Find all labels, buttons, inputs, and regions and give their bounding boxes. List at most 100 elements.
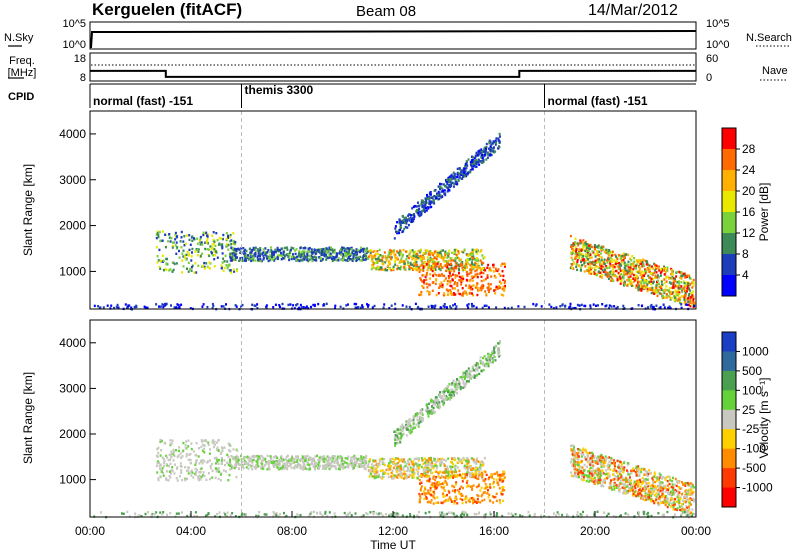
scatter-cell [471, 266, 473, 268]
scatter-cell [264, 464, 266, 466]
scatter-cell [331, 258, 333, 260]
scatter-cell [270, 455, 272, 457]
scatter-cell [423, 498, 425, 500]
scatter-cell [476, 152, 478, 154]
scatter-cell [242, 465, 244, 467]
scatter-cell [156, 246, 158, 248]
scatter-cell [316, 455, 318, 457]
scatter-cell [304, 460, 306, 462]
scatter-cell [159, 475, 161, 477]
scatter-cell [450, 267, 452, 269]
scatter-cell [535, 305, 537, 307]
scatter-cell [669, 287, 671, 289]
scatter-cell [470, 264, 472, 266]
scatter-cell [243, 457, 245, 459]
scatter-cell [398, 218, 400, 220]
scatter-cell [360, 455, 362, 457]
scatter-cell [288, 259, 290, 261]
scatter-cell [403, 228, 405, 230]
scatter-cell [418, 475, 420, 477]
scatter-cell [693, 279, 695, 281]
scatter-cell [667, 270, 669, 272]
scatter-cell [485, 158, 487, 160]
noise-left-tick-top: 10^5 [62, 18, 86, 30]
scatter-cell [481, 476, 483, 478]
scatter-cell [212, 470, 214, 472]
scatter-cell [267, 455, 269, 457]
scatter-cell [435, 283, 437, 285]
scatter-cell [209, 267, 211, 269]
scatter-cell [290, 249, 292, 251]
scatter-cell [689, 289, 691, 291]
scatter-cell [439, 192, 441, 194]
scatter-cell [251, 468, 253, 470]
scatter-cell [488, 283, 490, 285]
colorbar-tick-label-3: 16 [742, 205, 756, 219]
scatter-cell [322, 248, 324, 250]
scatter-cell [163, 260, 165, 262]
scatter-cell [426, 272, 428, 274]
scatter-cell [416, 258, 418, 260]
scatter-cell [674, 296, 676, 298]
scatter-cell [595, 255, 597, 257]
scatter-cell [446, 466, 448, 468]
scatter-cell [482, 262, 484, 264]
scatter-cell [484, 154, 486, 156]
scatter-cell [487, 153, 489, 155]
scatter-cell [224, 260, 226, 262]
scatter-cell [620, 270, 622, 272]
scatter-cell [595, 305, 597, 307]
scatter-cell [237, 459, 239, 461]
scatter-cell [394, 256, 396, 258]
scatter-cell [214, 241, 216, 243]
scatter-cell [223, 469, 225, 471]
scatter-cell [439, 462, 441, 464]
scatter-cell [186, 455, 188, 457]
scatter-cell [469, 280, 471, 282]
scatter-cell [668, 277, 670, 279]
scatter-cell [247, 462, 249, 464]
scatter-cell [182, 442, 184, 444]
frequency-trace [90, 71, 696, 77]
scatter-cell [271, 256, 273, 258]
scatter-cell [488, 289, 490, 291]
scatter-cell [662, 295, 664, 297]
scatter-cell [300, 304, 302, 306]
scatter-cell [261, 463, 263, 465]
scatter-cell [462, 387, 464, 389]
scatter-cell [168, 269, 170, 271]
scatter-cell [480, 272, 482, 274]
scatter-cell [457, 466, 459, 468]
scatter-cell [432, 477, 434, 479]
scatter-cell [213, 446, 215, 448]
scatter-cell [498, 146, 500, 148]
range-tick-label-2: 3000 [59, 173, 86, 187]
scatter-cell [424, 475, 426, 477]
scatter-cell [384, 464, 386, 466]
scatter-cell [300, 467, 302, 469]
scatter-cell [107, 305, 109, 307]
scatter-cell [273, 254, 275, 256]
scatter-cell [179, 306, 181, 308]
scatter-cell [175, 449, 177, 451]
scatter-cell [443, 280, 445, 282]
scatter-cell [447, 293, 449, 295]
scatter-cell [184, 479, 186, 481]
scatter-cell [366, 247, 368, 249]
scatter-cell [159, 231, 161, 233]
scatter-cell [170, 456, 172, 458]
scatter-cell [215, 250, 217, 252]
scatter-cell [572, 249, 574, 251]
scatter-cell [588, 266, 590, 268]
scatter-cell [488, 306, 490, 308]
scatter-cell [229, 468, 231, 470]
scatter-cell [401, 458, 403, 460]
scatter-cell [378, 266, 380, 268]
scatter-cell [472, 498, 474, 500]
scatter-cell [336, 255, 338, 257]
scatter-cell [470, 469, 472, 471]
cpid-program-0: normal (fast) -151 [93, 94, 193, 108]
colorbar-tick-label-0: 28 [742, 142, 756, 156]
scatter-cell [390, 475, 392, 477]
scatter-cell [440, 483, 442, 485]
